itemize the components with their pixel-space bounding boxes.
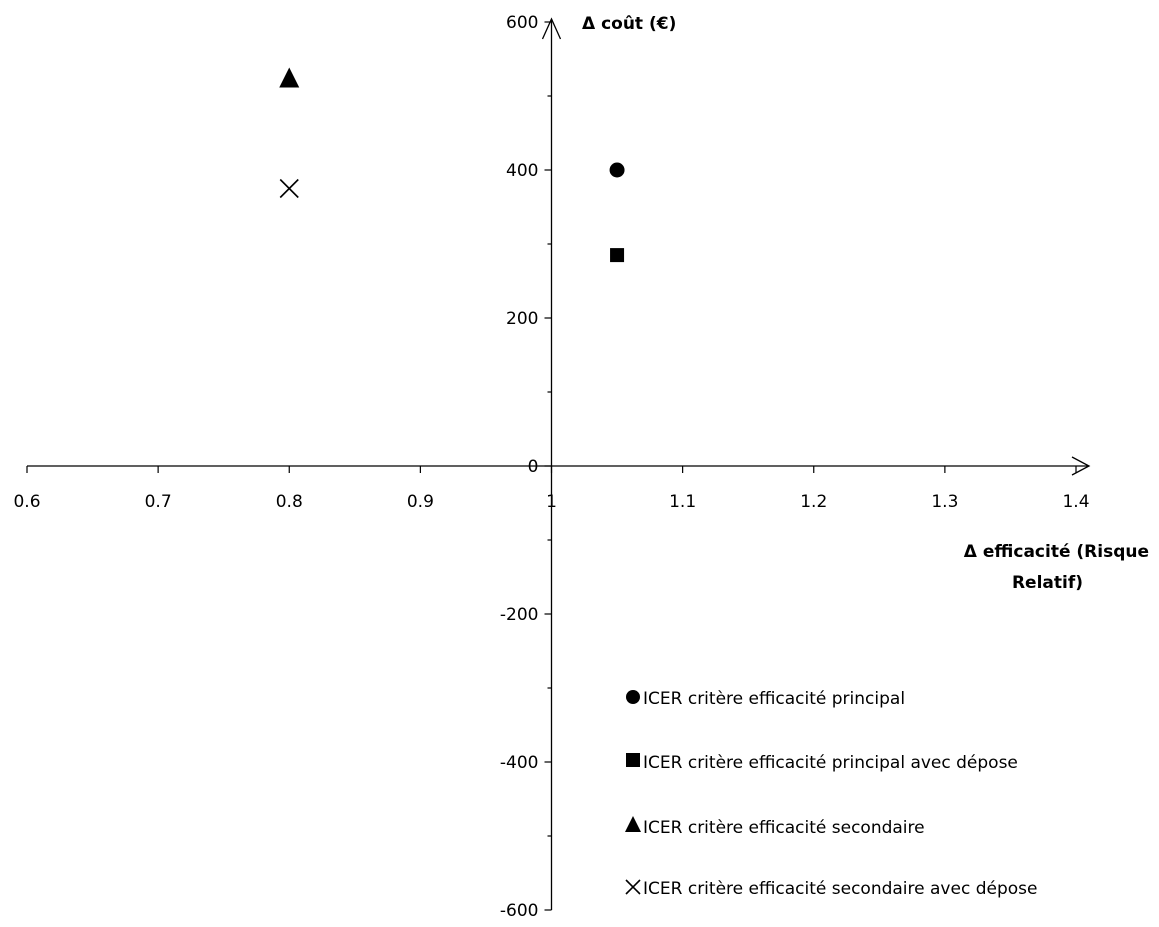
legend-marker-square bbox=[626, 753, 640, 767]
y-tick-label: 600 bbox=[506, 13, 538, 33]
x-tick-label: 1.4 bbox=[1062, 492, 1089, 512]
tick-labels: 0.6 0.7 0.8 0.9 1 1.1 1.2 1.3 1.4 600 400 200 0 -200 -… bbox=[13, 13, 1089, 921]
y-tick-label: -200 bbox=[500, 605, 539, 625]
legend-marker-triangle bbox=[625, 816, 641, 832]
x-tick-label: 0.6 bbox=[13, 492, 40, 512]
x-axis-arrow bbox=[1071, 456, 1091, 476]
x-stroke bbox=[279, 178, 299, 199]
y-tick-label: 200 bbox=[506, 309, 538, 329]
legend-item-1: ICER critère efficacité principal bbox=[626, 689, 905, 709]
legend-label-2: ICER critère efficacité principal avec d… bbox=[643, 753, 1018, 773]
legend-label-3: ICER critère efficacité secondaire bbox=[643, 818, 925, 838]
x-tick-label: 1 bbox=[546, 492, 557, 512]
x-tick-label: 0.9 bbox=[407, 492, 434, 512]
axis-titles: Δ coût (€) Δ efficacité (Risque Relatif) bbox=[582, 14, 1149, 593]
y-axis-arrow bbox=[541, 17, 562, 40]
legend-item-4: ICER critère efficacité secondaire avec … bbox=[625, 879, 1037, 899]
legend-label-1: ICER critère efficacité principal bbox=[643, 689, 905, 709]
data-point-triangle bbox=[279, 67, 300, 88]
legend: ICER critère efficacité principal ICER c… bbox=[625, 689, 1037, 899]
axes bbox=[27, 17, 1091, 910]
x-tick-label: 0.8 bbox=[276, 492, 303, 512]
data-point-square bbox=[610, 248, 625, 263]
legend-label-4: ICER critère efficacité secondaire avec … bbox=[643, 879, 1037, 899]
legend-marker-x bbox=[625, 879, 641, 895]
data-points bbox=[279, 67, 625, 263]
x-tick-label: 1.3 bbox=[931, 492, 958, 512]
y-tick-label: -400 bbox=[500, 753, 539, 773]
legend-item-2: ICER critère efficacité principal avec d… bbox=[626, 753, 1018, 773]
data-point-circle bbox=[609, 162, 625, 178]
y-tick-label: 0 bbox=[528, 457, 539, 477]
ticks bbox=[26, 21, 1077, 911]
y-axis-title: Δ coût (€) bbox=[582, 14, 676, 34]
y-tick-label: -600 bbox=[500, 901, 539, 921]
legend-marker-circle bbox=[626, 690, 640, 704]
y-tick-label: 400 bbox=[506, 161, 538, 181]
x-tick-label: 1.2 bbox=[800, 492, 827, 512]
x-tick-label: 0.7 bbox=[145, 492, 172, 512]
data-point-x bbox=[279, 178, 299, 199]
x-axis-title-line-1: Δ efficacité (Risque bbox=[964, 542, 1149, 562]
legend-item-3: ICER critère efficacité secondaire bbox=[625, 816, 925, 838]
x-tick-label: 1.1 bbox=[669, 492, 696, 512]
x-axis-title-line-2: Relatif) bbox=[1012, 573, 1083, 593]
